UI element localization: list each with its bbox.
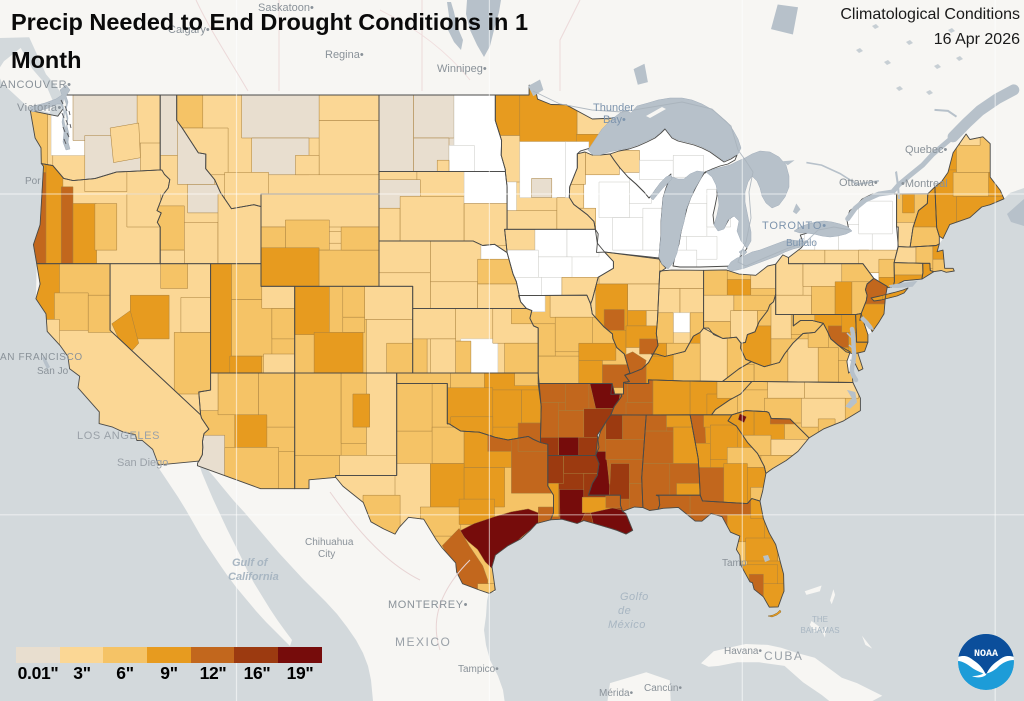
svg-text:NOAA: NOAA [974,649,998,660]
svg-text:Thunder: Thunder [593,102,634,114]
svg-text:San Diego: San Diego [117,457,168,469]
svg-text:San Jo: San Jo [37,366,69,377]
svg-text:Havana•: Havana• [724,646,762,657]
svg-text:Bay•: Bay• [603,114,626,126]
svg-text:CUBA: CUBA [764,649,803,663]
svg-text:•Montreal: •Montreal [901,178,948,190]
svg-text:City: City [318,549,335,560]
svg-text:Ottawa•: Ottawa• [839,177,878,189]
svg-text:Golfo: Golfo [620,591,649,603]
svg-text:México: México [608,619,646,631]
svg-text:Por: Por [25,176,41,187]
svg-text:Calgary•: Calgary• [168,24,210,36]
svg-text:LOS ANGELES: LOS ANGELES [77,430,160,442]
svg-text:Tamp: Tamp [722,558,747,569]
svg-text:Victoria•: Victoria• [17,102,62,114]
svg-text:AN FRANCISCO: AN FRANCISCO [0,352,83,363]
svg-text:California: California [228,571,279,583]
svg-text:Gulf of: Gulf of [232,557,269,569]
svg-text:THE: THE [812,615,828,624]
svg-text:Chihuahua: Chihuahua [305,537,354,548]
svg-text:de: de [618,605,631,617]
svg-text:MONTERREY•: MONTERREY• [388,599,468,611]
svg-text:ANCOUVER•: ANCOUVER• [0,79,72,91]
svg-text:Quebec•: Quebec• [905,144,948,156]
svg-text:Saskatoon•: Saskatoon• [258,2,314,14]
svg-text:Tampico•: Tampico• [458,664,499,675]
svg-text:BAHAMAS: BAHAMAS [800,626,839,635]
svg-text:Winnipeg•: Winnipeg• [437,63,487,75]
svg-text:Buffalo: Buffalo [786,238,817,249]
svg-text:Regina•: Regina• [325,49,364,61]
svg-text:Cancún•: Cancún• [644,683,682,694]
svg-text:TORONTO•: TORONTO• [762,220,827,232]
svg-text:Mérida•: Mérida• [599,688,634,699]
svg-text:MEXICO: MEXICO [395,635,451,649]
